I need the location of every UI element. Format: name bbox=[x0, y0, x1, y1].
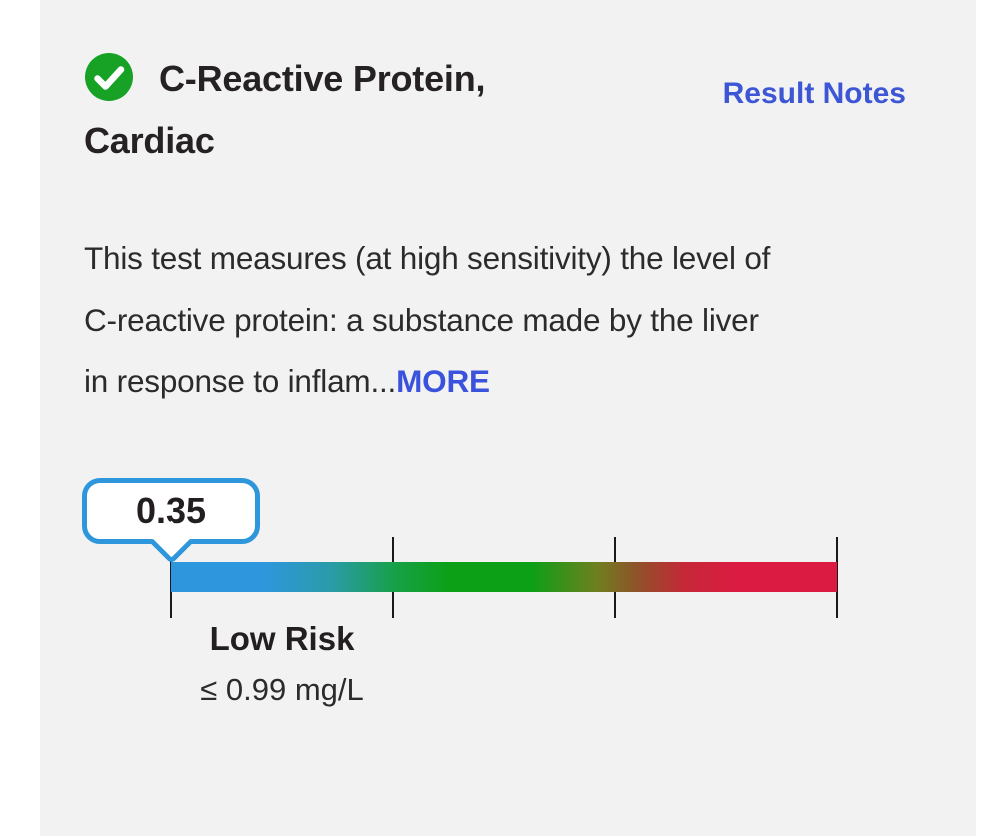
test-title-line1: C-Reactive Protein, bbox=[159, 58, 486, 99]
result-notes-link[interactable]: Result Notes bbox=[722, 77, 906, 110]
test-title-line2: Cardiac bbox=[84, 120, 215, 161]
description-line: in response to inflam... bbox=[84, 363, 397, 399]
lab-result-card: C-Reactive Protein, Cardiac Result Notes… bbox=[40, 0, 976, 836]
risk-gauge: 0.35 Low Risk ≤ 0.99 mg/L bbox=[82, 470, 944, 760]
risk-zone-range: ≤ 0.99 mg/L bbox=[200, 672, 364, 707]
risk-gradient-bar bbox=[171, 562, 837, 592]
risk-zone-label: Low Risk bbox=[209, 620, 355, 657]
gauge-tick bbox=[836, 537, 838, 618]
test-description: This test measures (at high sensitivity)… bbox=[84, 228, 964, 413]
description-line: This test measures (at high sensitivity)… bbox=[84, 240, 771, 276]
more-link[interactable]: MORE bbox=[396, 363, 490, 399]
check-circle-icon bbox=[84, 52, 134, 102]
description-line: C-reactive protein: a substance made by … bbox=[84, 301, 759, 338]
test-title: C-Reactive Protein, Cardiac bbox=[84, 48, 664, 172]
